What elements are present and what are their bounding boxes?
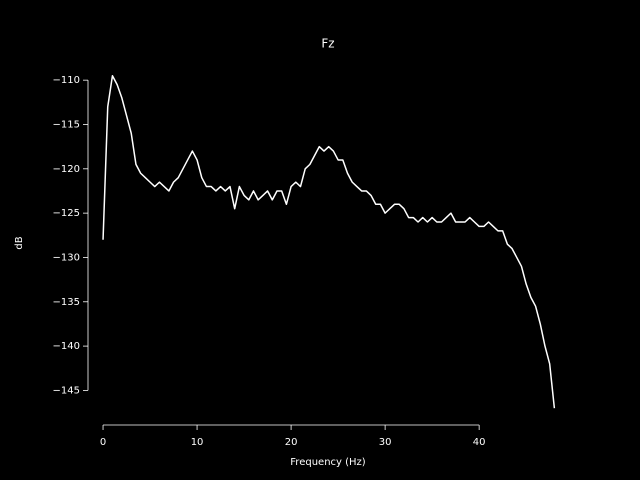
- chart-title: Fz: [321, 37, 334, 51]
- y-tick-label: −140: [53, 341, 80, 352]
- x-tick-label: 20: [285, 437, 298, 448]
- x-tick-label: 30: [379, 437, 392, 448]
- x-axis-label: Frequency (Hz): [290, 457, 366, 468]
- psd-line: [102, 74, 556, 409]
- y-tick-label: −110: [53, 75, 80, 86]
- y-tick-label: −120: [53, 164, 80, 175]
- y-tick-label: −125: [53, 208, 80, 219]
- y-tick-label: −115: [53, 119, 80, 130]
- y-tick-label: −135: [53, 297, 80, 308]
- x-tick-label: 40: [473, 437, 486, 448]
- y-tick-label: −145: [53, 385, 80, 396]
- x-tick-label: 0: [100, 437, 106, 448]
- y-tick-label: −130: [53, 252, 80, 263]
- x-tick-label: 10: [191, 437, 204, 448]
- y-axis-label: dB: [14, 236, 25, 249]
